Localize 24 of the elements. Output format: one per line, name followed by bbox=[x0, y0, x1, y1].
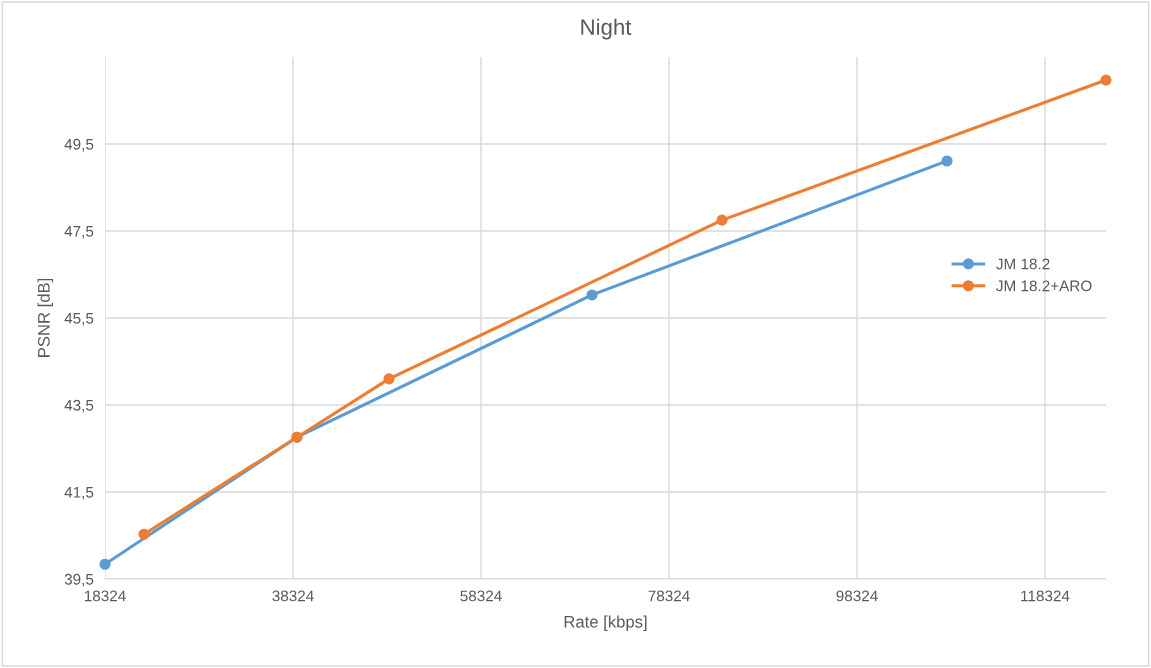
y-tick-label: 43,5 bbox=[64, 399, 94, 413]
y-tick-label: 47,5 bbox=[64, 226, 94, 239]
x-tick-label: 58324 bbox=[460, 590, 502, 602]
chart-title: Night bbox=[581, 18, 632, 40]
x-tick-label: 38324 bbox=[272, 590, 314, 602]
y-axis-title: PSNR [dB] bbox=[37, 278, 54, 357]
x-tick-label: 98324 bbox=[836, 590, 878, 602]
point bbox=[383, 373, 395, 385]
point bbox=[1100, 74, 1112, 86]
point bbox=[716, 214, 728, 226]
y-tick-label: 41,5 bbox=[64, 487, 94, 500]
y-tick-label: 45,5 bbox=[64, 313, 94, 326]
x-tick-label: 18324 bbox=[84, 590, 126, 602]
legend-label: JM 18.2+ARO bbox=[996, 280, 1092, 292]
y-tick-label: 39,5 bbox=[64, 573, 94, 587]
point bbox=[586, 289, 598, 301]
legend-label: JM 18.2 bbox=[996, 258, 1050, 270]
x-axis-title: Rate [kbps] bbox=[564, 615, 647, 631]
x-tick-label: 78324 bbox=[648, 590, 690, 602]
point bbox=[941, 155, 953, 167]
y-tick-label: 49,5 bbox=[64, 138, 94, 152]
point bbox=[138, 528, 150, 540]
x-tick-label: 118324 bbox=[1021, 590, 1070, 602]
point bbox=[99, 558, 111, 570]
